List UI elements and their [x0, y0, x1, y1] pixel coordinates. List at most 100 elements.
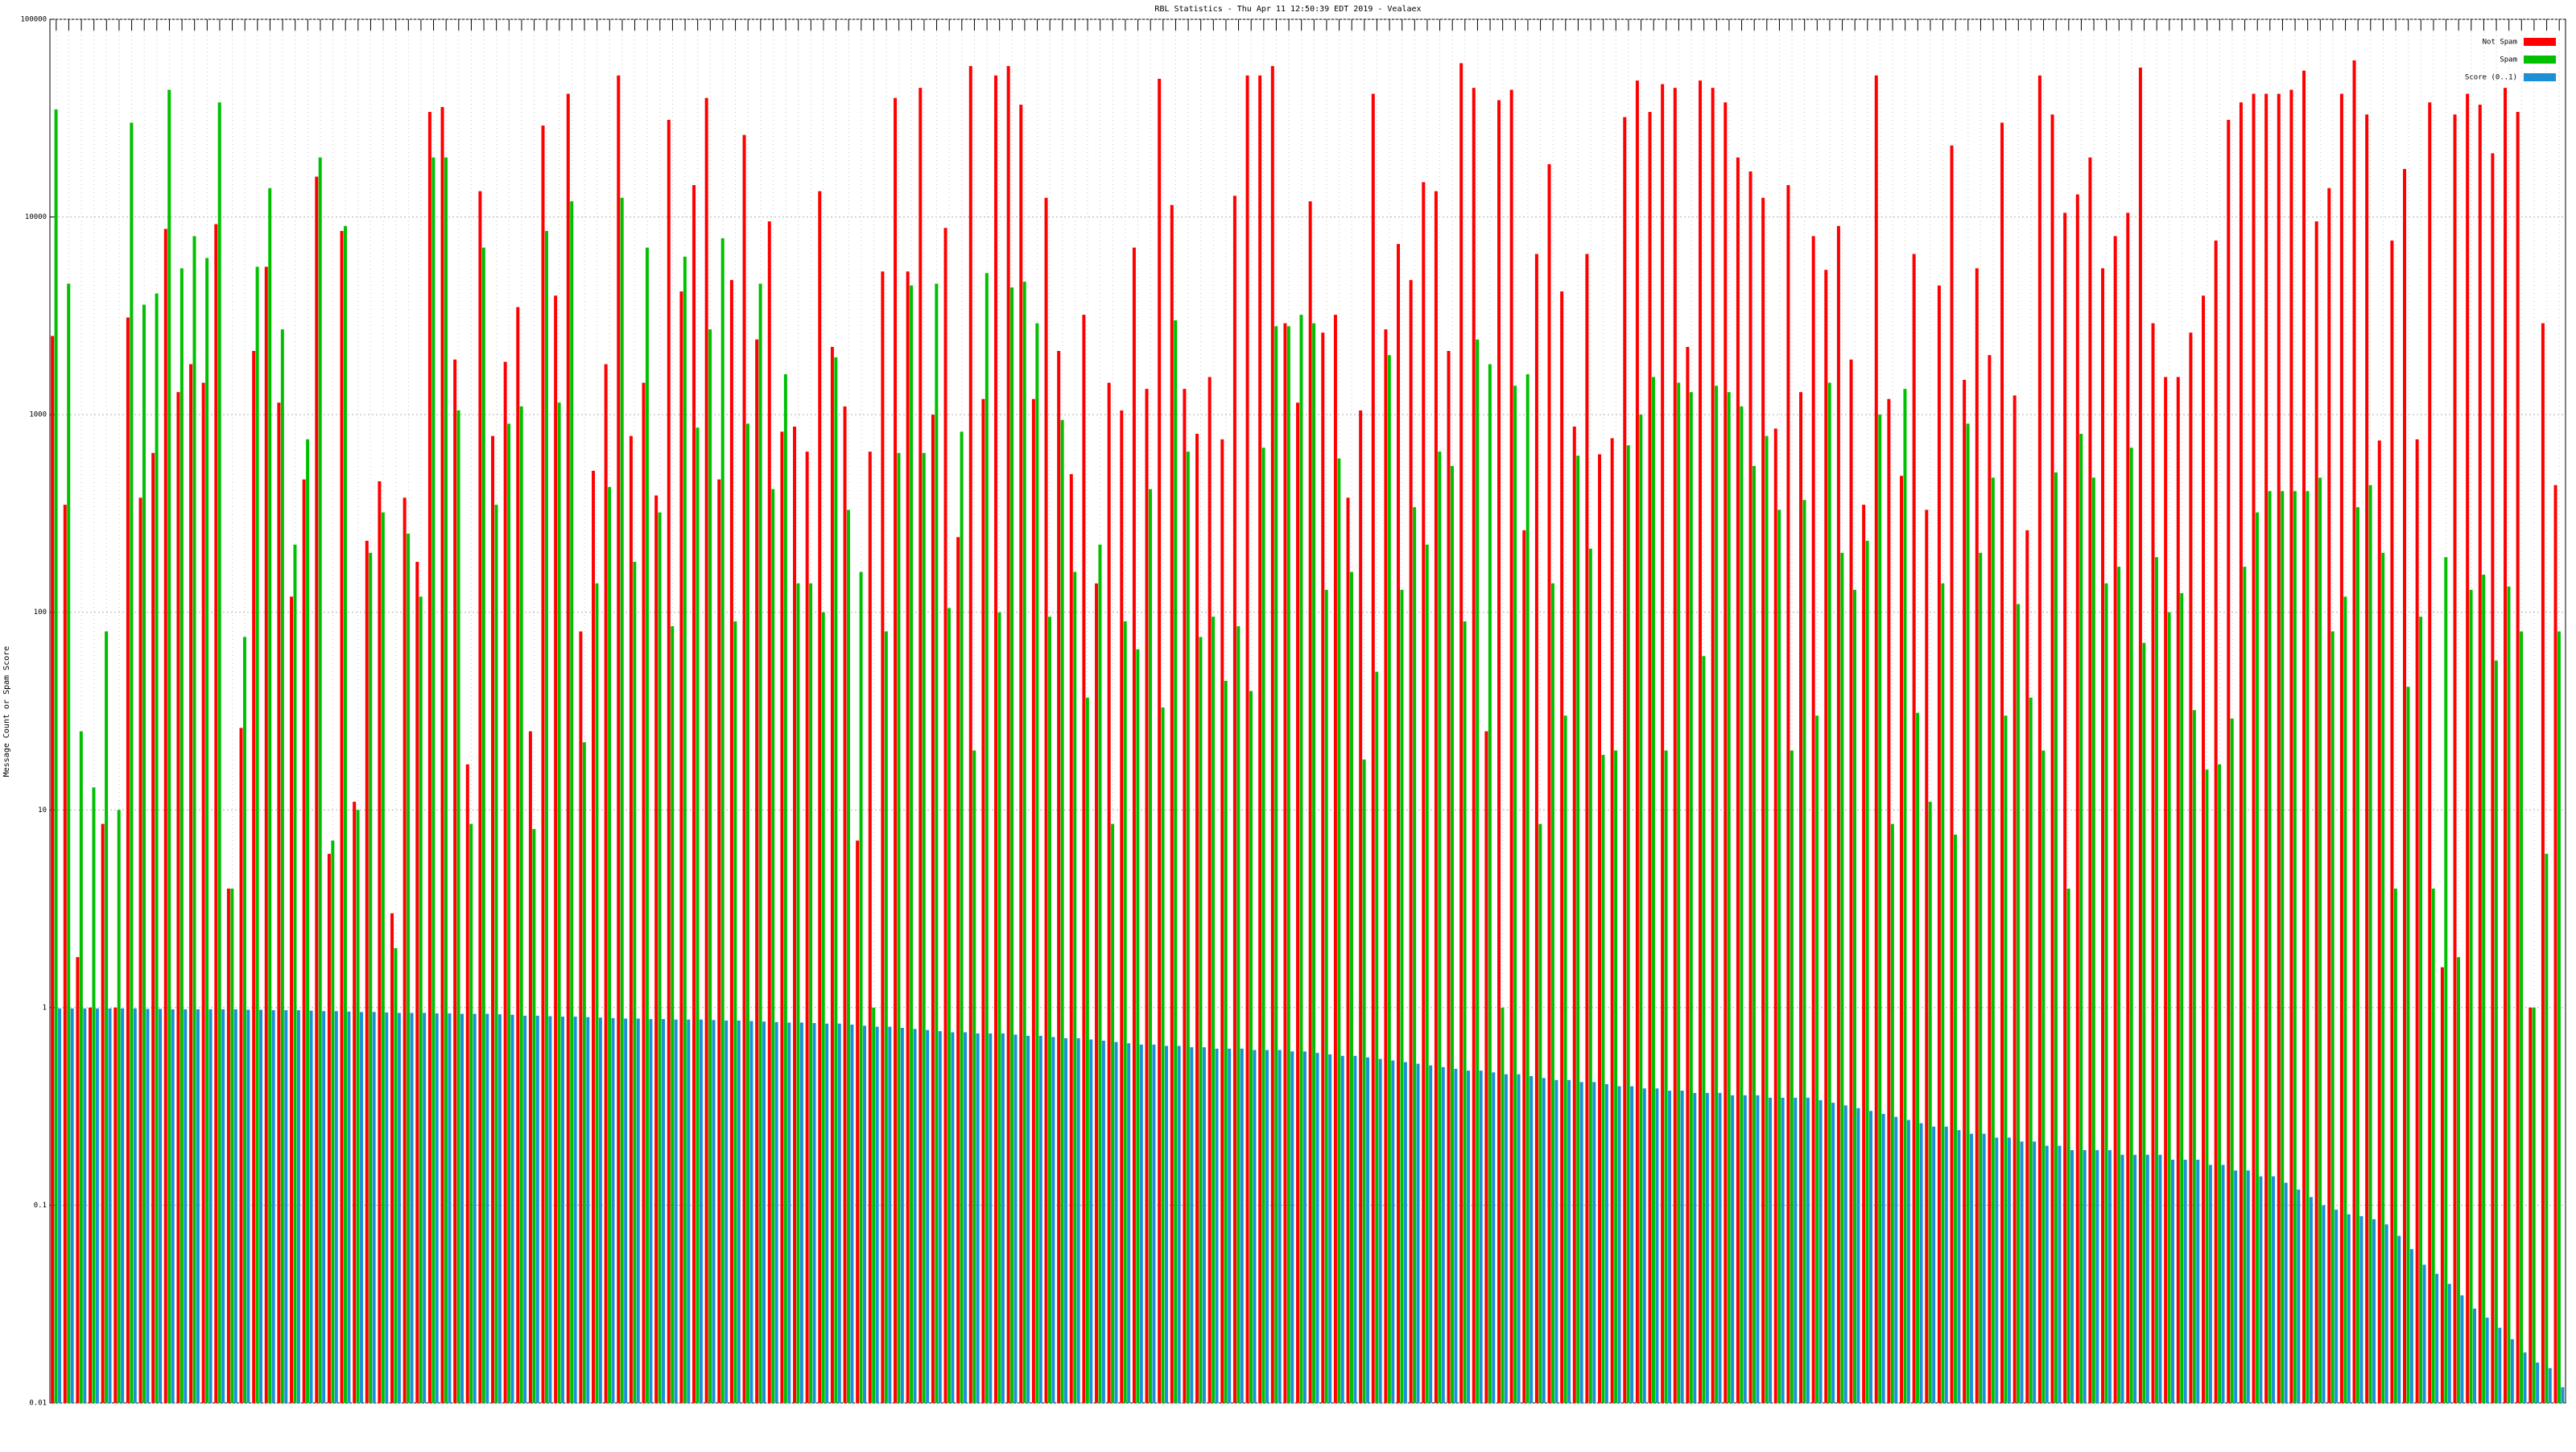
bar — [151, 452, 155, 1403]
bar — [1051, 1037, 1055, 1403]
bar — [2557, 631, 2561, 1403]
bar — [2151, 323, 2155, 1404]
bar — [2491, 153, 2495, 1403]
bar — [2284, 1182, 2288, 1403]
bar — [95, 1008, 99, 1403]
bar — [226, 889, 230, 1403]
bar — [2189, 332, 2193, 1403]
bar — [277, 402, 281, 1404]
bar — [2007, 1137, 2011, 1403]
bar — [2355, 507, 2359, 1403]
bar — [440, 106, 444, 1403]
bar — [2202, 295, 2206, 1403]
bar — [935, 283, 939, 1404]
bar — [856, 840, 860, 1403]
bar — [481, 247, 485, 1403]
bar — [2561, 1387, 2565, 1403]
bar — [1232, 196, 1236, 1403]
bar — [83, 1008, 87, 1403]
bar — [2041, 750, 2046, 1403]
bar — [2138, 67, 2142, 1403]
bar — [2365, 114, 2369, 1403]
bar — [523, 1015, 527, 1403]
bar — [749, 1021, 753, 1403]
bar — [340, 230, 344, 1404]
bar — [1220, 439, 1224, 1403]
bar — [1576, 456, 1580, 1404]
bar — [1158, 78, 1162, 1404]
y-axis-label: Message Count or Spam Score — [2, 646, 11, 778]
bar — [1617, 1086, 1621, 1403]
bar — [2272, 1176, 2276, 1403]
bar — [922, 452, 926, 1403]
bar — [1705, 1092, 1709, 1403]
bar — [674, 1019, 678, 1403]
bar — [1409, 279, 1413, 1403]
bar — [343, 225, 347, 1404]
bar — [2406, 687, 2410, 1403]
bar — [850, 1025, 854, 1403]
bar — [1010, 287, 1014, 1403]
bar — [2117, 567, 2121, 1404]
bar — [402, 497, 407, 1404]
bar — [1286, 326, 1290, 1403]
bar — [1623, 117, 1627, 1404]
bar — [1387, 355, 1391, 1403]
bar — [1849, 359, 1853, 1403]
bar — [2548, 1367, 2552, 1403]
bar — [985, 273, 989, 1404]
bar — [1743, 1095, 1747, 1403]
bar — [2536, 1362, 2540, 1403]
bar — [1497, 100, 1501, 1403]
bar — [2045, 1145, 2049, 1403]
bar — [1777, 509, 1781, 1403]
bar — [1604, 1083, 1608, 1403]
bar — [1979, 552, 1983, 1403]
bar — [2246, 1170, 2250, 1403]
y-tick-label: 10000 — [25, 213, 47, 221]
bar — [2129, 448, 2133, 1403]
bar — [1441, 1066, 1445, 1403]
bar — [280, 329, 284, 1403]
bar — [385, 1012, 389, 1403]
bar — [1463, 621, 1467, 1403]
bar — [1170, 204, 1174, 1403]
bar — [1312, 323, 1316, 1404]
bar — [58, 1008, 62, 1403]
bar — [931, 415, 935, 1404]
bar — [1610, 438, 1614, 1403]
bar — [2545, 853, 2549, 1403]
bar — [1328, 1054, 1332, 1403]
bar — [1425, 544, 1429, 1404]
bar — [2025, 530, 2029, 1403]
bar — [1278, 1050, 1282, 1403]
bar — [1031, 398, 1035, 1403]
bar — [465, 764, 469, 1403]
bar — [2252, 93, 2256, 1404]
bar — [1588, 548, 1592, 1403]
bar — [654, 495, 658, 1404]
bar — [2473, 1308, 2477, 1403]
bar — [1547, 163, 1551, 1404]
bar — [1673, 88, 1677, 1403]
bar — [1450, 465, 1454, 1403]
bar — [2033, 1141, 2037, 1403]
bar — [159, 1009, 163, 1403]
bar — [507, 423, 511, 1403]
bar — [1321, 332, 1325, 1403]
bar — [1686, 347, 1690, 1404]
bar — [142, 304, 146, 1403]
bar — [2167, 612, 2171, 1403]
bar — [1664, 750, 1668, 1403]
bar — [2523, 1352, 2527, 1403]
bar — [423, 1013, 427, 1403]
bar — [2403, 168, 2407, 1404]
bar — [1447, 351, 1451, 1403]
bar — [1878, 415, 1882, 1404]
bar — [774, 1021, 778, 1403]
bar — [1467, 1070, 1471, 1403]
bar — [192, 236, 196, 1403]
bar — [2227, 119, 2231, 1404]
bar — [1740, 406, 1744, 1403]
bar — [1639, 415, 1643, 1404]
